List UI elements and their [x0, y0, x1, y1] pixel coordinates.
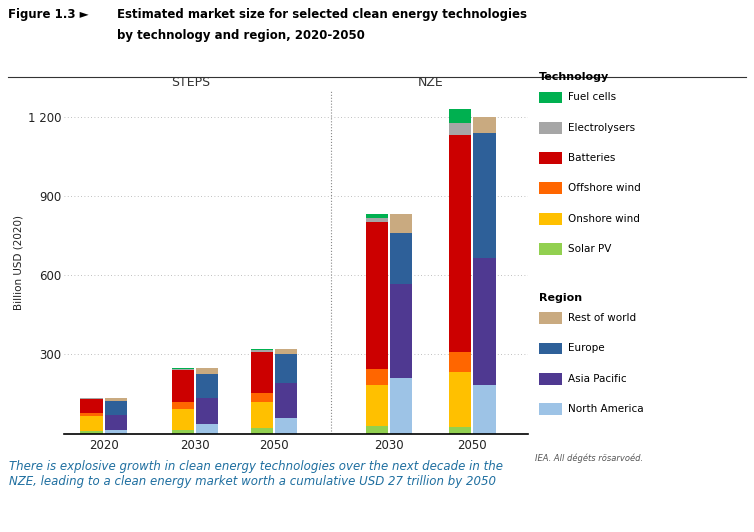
Text: North America: North America [568, 404, 643, 414]
Bar [275, 354, 297, 384]
Bar [196, 398, 218, 425]
Bar [275, 384, 297, 418]
Bar [251, 402, 273, 428]
Bar [251, 428, 273, 434]
Bar [449, 371, 471, 427]
Bar [172, 409, 194, 430]
Bar [366, 426, 388, 434]
Bar [474, 132, 495, 258]
Text: Onshore wind: Onshore wind [568, 214, 639, 223]
Bar [474, 117, 495, 132]
Bar [366, 219, 388, 222]
Text: by technology and region, 2020-2050: by technology and region, 2020-2050 [117, 29, 365, 42]
Text: Estimated market size for selected clean energy technologies: Estimated market size for selected clean… [117, 8, 527, 21]
Y-axis label: Billion USD (2020): Billion USD (2020) [14, 214, 23, 310]
Bar [251, 349, 273, 351]
Text: STEPS: STEPS [171, 76, 210, 89]
Bar [474, 258, 495, 385]
Bar [196, 374, 218, 398]
Bar [449, 427, 471, 434]
Bar [172, 430, 194, 434]
Bar [81, 399, 103, 413]
Bar [390, 378, 412, 434]
Bar [172, 368, 194, 369]
Text: Batteries: Batteries [568, 153, 615, 163]
Bar [366, 222, 388, 369]
Bar [172, 402, 194, 409]
Bar [275, 349, 297, 354]
Bar [172, 370, 194, 402]
Bar [105, 430, 127, 434]
Bar [449, 352, 471, 371]
Bar [366, 385, 388, 426]
Bar [449, 109, 471, 123]
Text: Solar PV: Solar PV [568, 244, 611, 254]
Bar [251, 393, 273, 402]
Bar [449, 123, 471, 135]
Bar [390, 214, 412, 233]
Bar [275, 418, 297, 434]
Text: Electrolysers: Electrolysers [568, 123, 635, 132]
Bar [366, 214, 388, 219]
Bar [81, 431, 103, 434]
Text: Region: Region [539, 293, 582, 303]
Text: Asia Pacific: Asia Pacific [568, 374, 627, 384]
Bar [105, 401, 127, 415]
Bar [390, 233, 412, 285]
Text: Europe: Europe [568, 344, 605, 353]
Bar [105, 415, 127, 430]
Text: Fuel cells: Fuel cells [568, 93, 616, 102]
Bar [172, 369, 194, 370]
Text: Rest of world: Rest of world [568, 313, 636, 323]
Text: There is explosive growth in clean energy technologies over the next decade in t: There is explosive growth in clean energ… [9, 460, 503, 488]
Bar [390, 285, 412, 378]
Text: Offshore wind: Offshore wind [568, 184, 640, 193]
Bar [474, 385, 495, 434]
Bar [449, 135, 471, 352]
Text: IEA. All dégéts rösarvoéd.: IEA. All dégéts rösarvoéd. [535, 453, 643, 463]
Text: Technology: Technology [539, 72, 609, 82]
Text: NZE: NZE [418, 76, 443, 89]
Bar [81, 417, 103, 431]
Text: Figure 1.3 ►: Figure 1.3 ► [8, 8, 88, 21]
Bar [196, 368, 218, 374]
Bar [196, 425, 218, 434]
Bar [251, 352, 273, 393]
Bar [81, 413, 103, 417]
Bar [366, 369, 388, 385]
Bar [251, 351, 273, 352]
Bar [105, 398, 127, 401]
